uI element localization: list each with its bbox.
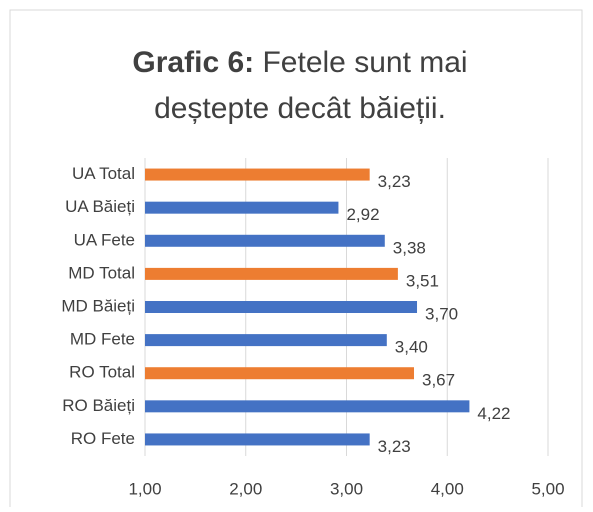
chart-title: Grafic 6: Fetele sunt mai — [132, 46, 467, 79]
bar — [145, 367, 415, 380]
title-line: Fetele sunt mai — [262, 46, 467, 79]
y-tick-label: UA Fete — [74, 230, 135, 249]
x-tick-label: 3,00 — [330, 479, 363, 498]
data-label: 4,22 — [477, 404, 510, 423]
data-label: 3,38 — [393, 238, 426, 257]
y-tick-label: RO Fete — [71, 429, 135, 448]
chart-title: deștepte decât băieții. — [154, 92, 446, 125]
data-label: 3,23 — [378, 172, 411, 191]
data-label: 3,67 — [422, 371, 455, 390]
data-label: 3,70 — [425, 304, 458, 323]
y-tick-label: RO Băieți — [62, 396, 135, 415]
data-label: 3,23 — [378, 437, 411, 456]
bar — [145, 168, 370, 181]
y-tick-label: MD Băieți — [61, 296, 135, 315]
x-tick-label: 2,00 — [229, 479, 262, 498]
bar — [145, 301, 418, 313]
title-prefix: Grafic 6: — [132, 46, 254, 79]
x-tick-label: 1,00 — [128, 479, 161, 498]
y-tick-label: MD Fete — [70, 330, 135, 349]
y-tick-label: RO Total — [69, 363, 135, 382]
data-label: 2,92 — [346, 205, 379, 224]
x-tick-label: 5,00 — [531, 479, 564, 498]
bar — [145, 234, 385, 247]
data-label: 3,51 — [406, 271, 439, 290]
bar — [145, 334, 387, 347]
y-tick-label: MD Total — [68, 263, 135, 282]
y-tick-label: UA Total — [72, 164, 135, 183]
bar — [145, 267, 398, 280]
y-tick-label: UA Băieți — [65, 197, 135, 216]
x-tick-label: 4,00 — [431, 479, 464, 498]
chart-frame — [9, 9, 583, 512]
bar — [145, 201, 339, 214]
data-label: 3,40 — [395, 338, 428, 357]
bar — [145, 400, 470, 413]
bar — [145, 433, 370, 446]
